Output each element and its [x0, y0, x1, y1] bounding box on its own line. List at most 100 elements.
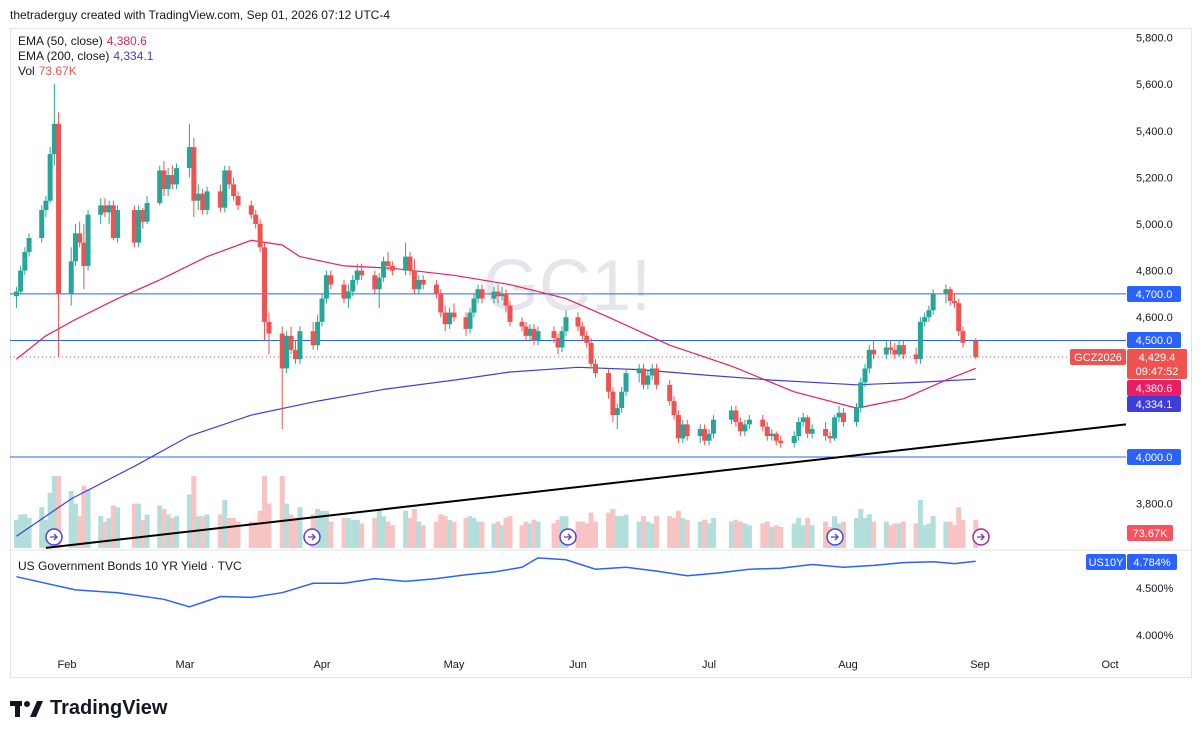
- candle-body: [623, 373, 629, 392]
- volume-bar: [372, 518, 378, 548]
- candle: [288, 326, 294, 355]
- volume-bar: [411, 509, 417, 548]
- volume-bar: [262, 476, 268, 548]
- candle-body: [892, 349, 898, 355]
- candle: [292, 340, 298, 364]
- candle: [144, 196, 150, 224]
- badge-volume-bg: [1127, 525, 1173, 541]
- badge-ema200: 4,334.1: [1136, 399, 1173, 411]
- candle-body: [328, 275, 334, 285]
- volume-legend[interactable]: Vol 73.67K: [18, 64, 153, 79]
- candle: [341, 279, 347, 304]
- volume-bar: [217, 514, 223, 548]
- yield-pane-title[interactable]: US Government Bonds 10 YR Yield · TVC: [18, 559, 242, 573]
- volume-bar: [102, 521, 108, 548]
- candle: [385, 251, 391, 271]
- candle: [796, 417, 802, 441]
- candle: [191, 137, 197, 218]
- candle-body: [823, 429, 829, 437]
- candle: [169, 165, 175, 190]
- candle-body: [81, 242, 87, 266]
- candle-body: [883, 347, 889, 355]
- yield-tick-4500: 4.500%: [1136, 583, 1174, 595]
- badge-yield-last-bg: [1127, 554, 1177, 570]
- volume-bar: [922, 525, 928, 548]
- ema50-legend[interactable]: EMA (50, close) 4,380.6: [18, 34, 153, 49]
- candle-body: [495, 291, 501, 297]
- candle: [284, 331, 290, 374]
- candle: [47, 147, 53, 204]
- ema50-label: EMA (50, close): [18, 34, 103, 48]
- candle-body: [136, 210, 142, 243]
- time-tick: Jul: [702, 659, 716, 671]
- volume-bar: [551, 523, 557, 548]
- candle-body: [106, 205, 112, 213]
- candle-body: [619, 391, 625, 409]
- candle: [442, 305, 448, 332]
- candle-body: [385, 261, 391, 266]
- candle: [896, 340, 902, 357]
- candle: [836, 405, 842, 423]
- candle-body: [614, 408, 620, 416]
- volume-bar: [800, 525, 806, 548]
- volume-bar: [746, 525, 752, 548]
- candle: [592, 359, 598, 378]
- volume-bar: [292, 518, 298, 548]
- volume-bar: [200, 516, 206, 548]
- candle: [438, 289, 444, 318]
- candle-body: [588, 342, 594, 364]
- volume-bar: [930, 516, 936, 548]
- volume-bar: [858, 509, 864, 548]
- candle: [372, 270, 378, 294]
- volume-bar: [191, 476, 197, 548]
- candle-body: [871, 349, 877, 355]
- candle-body: [345, 291, 351, 299]
- volume-bar: [773, 525, 779, 548]
- volume-bar: [805, 518, 811, 548]
- volume-bar: [610, 509, 616, 548]
- badge-level-4700: 4,700.0: [1136, 289, 1173, 301]
- candle-body: [836, 412, 842, 418]
- candle: [447, 307, 453, 329]
- volume-bar: [841, 521, 847, 548]
- volume-bar: [204, 514, 210, 548]
- volume-bar: [157, 505, 163, 548]
- ema200-legend[interactable]: EMA (200, close) 4,334.1: [18, 49, 153, 64]
- candle: [110, 200, 116, 241]
- candle-body: [531, 328, 537, 341]
- volume-bar: [266, 503, 272, 548]
- volume-bar: [491, 523, 497, 548]
- volume-bar: [871, 521, 877, 548]
- candle-body: [110, 205, 116, 238]
- badge-symbol-bg: [1070, 349, 1126, 365]
- candle: [527, 324, 533, 341]
- volume-bar: [407, 518, 413, 548]
- volume-bar: [18, 514, 24, 548]
- volume-bar: [81, 485, 87, 548]
- candle-body: [555, 338, 561, 348]
- volume-bar: [165, 514, 171, 548]
- candle: [773, 431, 779, 446]
- candle-body: [359, 270, 365, 276]
- candle: [523, 321, 529, 341]
- volume-bar: [359, 523, 365, 548]
- candle-body: [284, 335, 290, 369]
- candle-body: [315, 321, 321, 346]
- candle: [161, 161, 167, 197]
- candle: [376, 272, 382, 308]
- candle: [231, 177, 237, 201]
- tradingview-brand[interactable]: TradingView: [10, 697, 167, 720]
- price-tick: 3,800.0: [1136, 499, 1173, 511]
- candle-body: [503, 293, 509, 306]
- volume-bar: [438, 514, 444, 548]
- volume-bar: [507, 516, 513, 548]
- candle: [26, 233, 32, 257]
- candle: [407, 251, 413, 276]
- candle: [951, 293, 957, 308]
- candle: [319, 293, 325, 327]
- candle-body: [773, 433, 779, 441]
- volume-bar: [315, 509, 321, 548]
- indicator-legend: EMA (50, close) 4,380.6 EMA (200, close) 4…: [18, 34, 153, 79]
- candle-body: [499, 293, 505, 297]
